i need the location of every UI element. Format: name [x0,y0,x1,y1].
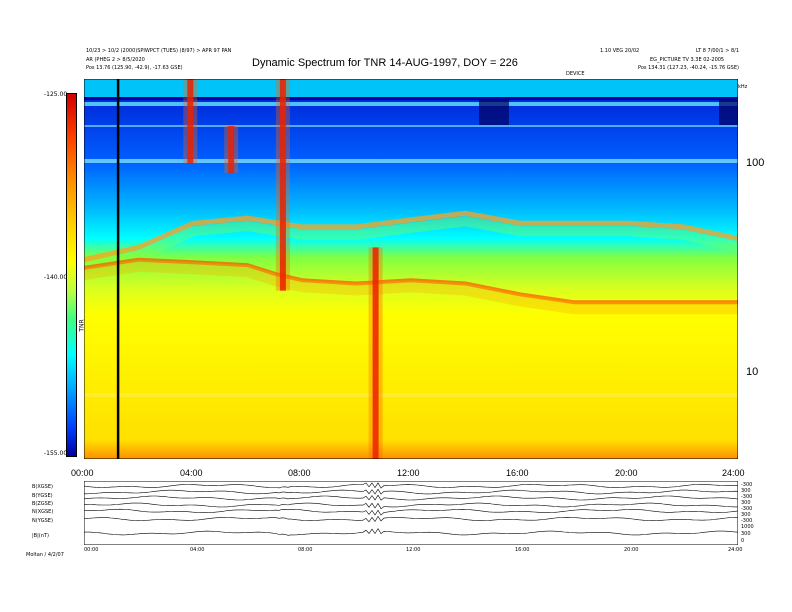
burst-glow-4 [183,79,198,164]
burst-mark-3 [279,79,286,291]
lower-x-tick-0: 00:00 [84,547,99,553]
top-dark-line [84,97,738,100]
x-tick-0800: 08:00 [288,468,311,478]
right-tick-5: 300 [741,512,751,518]
field-trace-3 [84,502,738,510]
right-tick-3: 300 [741,500,751,506]
x-tick-2400: 24:00 [722,468,745,478]
header-right-line1: 1.10 VEG 20/02 [600,48,640,54]
burst-glow-3 [275,79,290,291]
channel-label-nx: N(XGSE) [32,509,54,515]
x-tick-0400: 04:00 [180,468,203,478]
header-right-line2: LT 8 7/00/1 > 8/1 [696,48,740,54]
header-left-line1: 10/23 > 10/2 (2000)SPIWPCT (TUES) (8/97)… [86,48,232,54]
x-tick-0000: 00:00 [71,468,94,478]
channel-label-bmag: |B|(nT) [32,533,49,539]
right-tick-4: -300 [741,506,753,512]
lower-x-tick-1: 04:00 [190,547,205,553]
top-cyan-band [84,79,738,97]
band-edge-line [84,210,738,263]
lower-x-tick-6: 24:00 [728,547,743,553]
right-tick-7: 1000 [741,524,754,530]
burst-mark-4 [187,79,194,164]
burst-glow-5 [224,125,239,173]
header-left-position: Pos 13.76 (125.90, -42.9), -17.63 GSE) [86,65,183,71]
right-tick-6: -300 [741,518,753,524]
trace-layer [84,482,738,536]
field-trace-1 [84,488,738,495]
burst-mark-5 [228,125,235,173]
field-trace-4 [84,508,738,516]
x-tick-1200: 12:00 [397,468,420,478]
right-tick-9: 0 [741,538,745,544]
field-trace-2 [84,494,738,501]
lower-x-tick-5: 20:00 [624,547,639,553]
field-trace-6 [84,528,738,536]
emission-band-line [84,257,738,305]
khz-unit-label: kHz [738,84,748,90]
feature-layer [84,79,738,459]
colorbar-tick-bottom: -155.00 [44,450,68,457]
colorbar-tick-mid: -140.00 [44,274,68,281]
dark-patch [479,100,509,125]
channel-label-by: B(YGSE) [32,493,53,499]
lower-x-tick-3: 12:00 [406,547,421,553]
field-trace-panel [84,481,738,545]
x-tick-2000: 20:00 [615,468,638,478]
dark-patch-2 [719,100,738,125]
burst-mark-2 [372,247,379,459]
right-tick-8: 300 [741,531,751,537]
light-line-3 [84,159,738,163]
spectrogram [84,79,738,459]
light-line [84,102,738,106]
burst-glow-2 [368,247,383,459]
field-trace-5 [84,515,738,523]
channel-label-ny: N(YGSE) [32,518,53,524]
footer-label: Moltan / 4/2/07 [26,552,64,558]
x-tick-1600: 16:00 [506,468,529,478]
right-tick-0: -300 [741,482,753,488]
device-label: DEVICE [566,71,585,77]
band-edge-glow [84,216,738,273]
colorbar-tick-top: -125.00 [44,91,68,98]
lower-x-tick-2: 08:00 [298,547,313,553]
yellow-line [84,393,738,397]
channel-label-bx: B(XGSE) [32,484,53,490]
freq-tick-100: 100 [746,157,765,169]
light-line-2 [84,125,738,127]
header-right-position: Pos 134.31 (127.23, -40.24, -15.76 GSE) [638,65,739,71]
emission-band-glow [84,259,738,315]
colorbar [66,93,77,457]
channel-label-bz: B(ZGSE) [32,501,53,507]
header-right-line3: EG_PICTURE TV 3.3E 02-2005 [650,57,725,63]
header-left-line2: AR (PHEG 2 > 8/5/2020 [86,57,145,63]
field-trace-0 [84,482,738,489]
right-tick-1: 300 [741,488,751,494]
right-tick-2: -300 [741,494,753,500]
page-title: Dynamic Spectrum for TNR 14-AUG-1997, DO… [252,57,518,69]
freq-tick-10: 10 [746,366,759,378]
lower-x-tick-4: 16:00 [515,547,530,553]
